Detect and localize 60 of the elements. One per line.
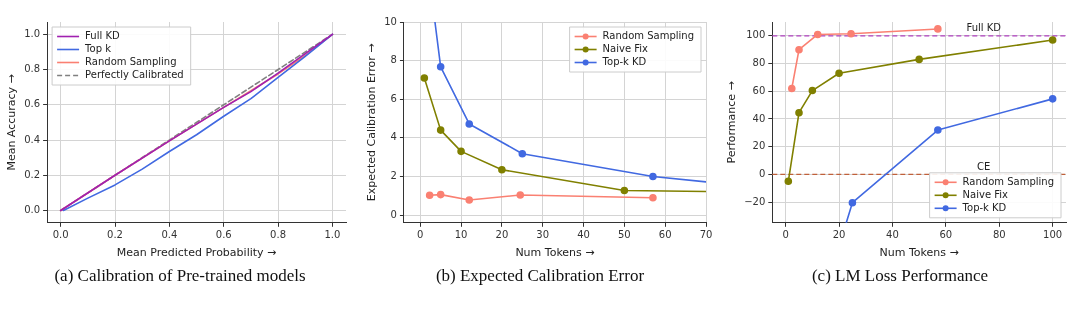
- y-tick-label: 0.2: [24, 168, 41, 180]
- legend-label: Naive Fix: [602, 43, 649, 55]
- legend-label: Perfectly Calibrated: [85, 69, 184, 81]
- x-tick-label: 60: [939, 229, 953, 241]
- x-tick-label: 1.0: [324, 229, 341, 241]
- x-tick-label: 0.2: [107, 229, 123, 241]
- y-tick-label: 0: [758, 167, 766, 179]
- text: (a) Calibration of Pre-trained models: [53, 266, 307, 286]
- x-tick-label: 30: [536, 229, 550, 241]
- y-tick-label: 0: [390, 208, 397, 220]
- x-tick-label: 10: [454, 229, 468, 241]
- x-tick-label: 0.6: [215, 229, 232, 241]
- x-tick-label: 0.0: [52, 229, 69, 241]
- x-tick-label: 40: [886, 229, 899, 241]
- y-tick-label: 4: [390, 131, 397, 143]
- ref-line-label: CE: [977, 160, 991, 172]
- x-tick-label: 0: [782, 229, 789, 241]
- legend-label: Top k: [84, 43, 112, 55]
- x-axis-title: Num Tokens →: [515, 246, 595, 260]
- x-tick-label: 0.4: [161, 229, 178, 241]
- y-tick-label: 20: [752, 140, 766, 152]
- x-axis-title: Mean Predicted Probability →: [116, 246, 277, 260]
- x-tick-label: 0.8: [270, 229, 287, 241]
- text: (b) Expected Calibration Error: [434, 266, 646, 286]
- y-tick-label: 80: [752, 57, 766, 69]
- x-tick-label: 0: [417, 229, 424, 241]
- legend-label: Full KD: [85, 30, 120, 42]
- y-tick-label: 0.0: [24, 204, 41, 216]
- y-tick-label: 40: [752, 112, 766, 124]
- legend-label: Random Sampling: [962, 175, 1054, 187]
- x-axis-title: Num Tokens →: [879, 246, 959, 260]
- ref-line-label: Full KD: [966, 22, 1002, 34]
- x-tick-label: 100: [1043, 229, 1063, 241]
- y-tick-label: 1.0: [24, 27, 41, 39]
- x-tick-label: 20: [495, 229, 509, 241]
- text: (c) LM Loss Performance: [810, 266, 990, 286]
- y-tick-label: −20: [744, 195, 766, 207]
- y-axis-title: Mean Accuracy →: [5, 74, 19, 171]
- legend-label: Naive Fix: [962, 188, 1009, 200]
- legend-label: Random Sampling: [85, 56, 177, 68]
- y-tick-label: 0.6: [24, 98, 41, 110]
- x-tick-label: 40: [577, 229, 590, 241]
- y-tick-label: 0.4: [24, 133, 41, 145]
- x-tick-label: 20: [832, 229, 846, 241]
- y-tick-label: 0.8: [24, 63, 41, 75]
- y-axis-title: Performance →: [725, 81, 739, 164]
- y-tick-label: 6: [390, 92, 397, 104]
- x-tick-label: 50: [617, 229, 631, 241]
- y-tick-label: 2: [390, 170, 397, 182]
- x-tick-label: 60: [658, 229, 672, 241]
- legend-label: Random Sampling: [602, 30, 694, 42]
- legend-label: Top-k KD: [601, 56, 647, 68]
- y-tick-label: 60: [752, 84, 766, 96]
- y-tick-label: 100: [746, 29, 766, 41]
- y-tick-label: 8: [390, 54, 397, 66]
- legend-label: Top-k KD: [961, 201, 1007, 213]
- x-tick-label: 70: [699, 229, 713, 241]
- y-tick-label: 10: [384, 15, 397, 27]
- x-tick-label: 80: [992, 229, 1006, 241]
- y-axis-title: Expected Calibration Error →: [365, 43, 379, 202]
